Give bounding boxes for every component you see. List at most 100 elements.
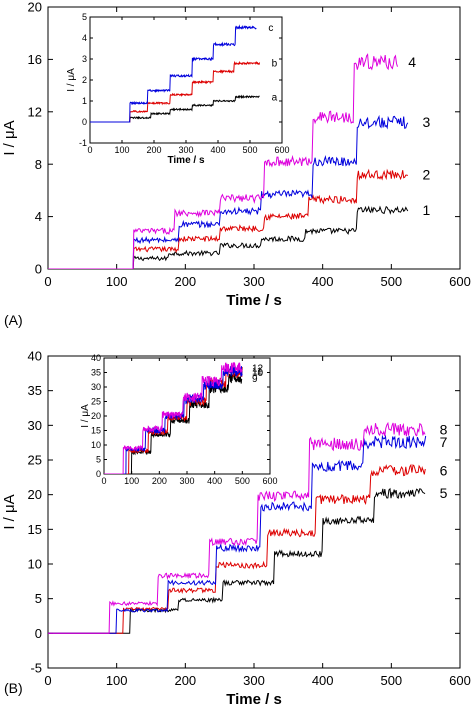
inset-series-label-a: a	[272, 92, 278, 103]
inset-y-tick-label: 30	[91, 382, 101, 392]
inset-y-tick-label: 5	[96, 455, 101, 465]
main-series-label-4: 4	[408, 54, 416, 70]
inset-y-axis-label: I / μA	[80, 404, 91, 428]
inset-series-line-11	[104, 365, 243, 474]
inset-x-tick-label: 600	[262, 476, 277, 486]
inset-series-line-b	[90, 60, 261, 123]
inset-x-tick-label: 600	[274, 145, 289, 155]
inset-series-label-c: c	[268, 23, 273, 34]
main-x-tick-label: 200	[174, 673, 196, 688]
inset-series-line-c	[90, 24, 257, 123]
main-x-tick-label: 500	[380, 274, 402, 289]
inset-y-tick-label: 0	[96, 469, 101, 479]
inset-y-tick-label: -1	[79, 138, 87, 148]
inset-x-axis-label: Time / s	[167, 155, 204, 166]
inset-y-tick-label: 1	[82, 96, 87, 106]
inset-x-tick-label: 200	[146, 145, 161, 155]
inset-series-label-9: 9	[252, 374, 258, 385]
main-y-tick-label: 4	[35, 209, 42, 224]
main-series-line-3	[48, 114, 409, 269]
main-y-tick-label: 40	[28, 349, 42, 364]
main-series-label-1: 1	[423, 202, 431, 218]
panel-label: (B)	[4, 680, 23, 696]
inset-y-tick-label: 5	[82, 12, 87, 22]
inset-chart: 0 100 200 300 400 500 600 0 5 10 15 20 25 30 35 40 I / μ…	[80, 353, 278, 486]
main-x-tick-label: 600	[449, 673, 471, 688]
inset-series-label-12: 12	[252, 364, 264, 375]
main-x-tick-label: 0	[44, 673, 51, 688]
inset-x-tick-label: 100	[124, 476, 139, 486]
main-y-axis-label: I / μA	[1, 494, 18, 529]
inset-y-tick-label: 10	[91, 440, 101, 450]
main-y-tick-label: 25	[28, 453, 42, 468]
main-x-tick-label: 100	[106, 274, 128, 289]
main-series-line-2	[48, 168, 408, 269]
inset-series-line-a	[90, 94, 260, 123]
inset-series-label-10: 10	[252, 368, 264, 379]
main-series-line-4	[48, 53, 398, 269]
main-y-tick-label: 20	[28, 0, 42, 15]
inset-y-axis-label: I / μA	[66, 68, 77, 92]
panel-label: (A)	[4, 312, 23, 328]
main-y-tick-label: 0	[35, 626, 42, 641]
main-series-label-8: 8	[440, 421, 448, 437]
main-y-tick-label: 0	[35, 262, 42, 277]
main-series-label-5: 5	[440, 485, 448, 501]
main-x-axis-label: Time / s	[226, 292, 282, 309]
inset-series-line-12	[104, 362, 243, 474]
inset-y-tick-label: 15	[91, 426, 101, 436]
main-y-tick-label: 35	[28, 383, 42, 398]
main-y-axis-label: I / μA	[1, 120, 18, 155]
main-x-tick-label: 100	[106, 673, 128, 688]
main-x-tick-label: 400	[312, 274, 334, 289]
main-series-line-5	[48, 487, 426, 634]
inset-x-tick-label: 400	[210, 145, 225, 155]
main-y-tick-label: 20	[28, 487, 42, 502]
main-x-tick-label: 400	[312, 673, 334, 688]
inset-y-tick-label: 25	[91, 397, 101, 407]
main-series-line-6	[48, 463, 426, 634]
inset-y-tick-label: 35	[91, 368, 101, 378]
inset-plot-frame	[89, 16, 283, 144]
main-series-label-2: 2	[423, 167, 431, 183]
main-y-tick-label: 15	[28, 522, 42, 537]
main-series-label-7: 7	[440, 434, 448, 450]
inset-x-tick-label: 300	[178, 145, 193, 155]
inset-x-tick-label: 400	[207, 476, 222, 486]
chart-panel-b: 0 100 200 300 400 500 600-50510152025303540Tim…	[1, 349, 471, 707]
main-y-tick-label: 5	[35, 591, 42, 606]
main-x-tick-label: 300	[243, 673, 265, 688]
inset-y-tick-label: 4	[82, 33, 87, 43]
main-y-tick-label: 16	[28, 52, 42, 67]
inset-series-label-11: 11	[252, 367, 263, 378]
inset-y-tick-label: 3	[82, 54, 87, 64]
inset-x-tick-label: 0	[101, 476, 106, 486]
main-series-line-7	[48, 434, 427, 634]
main-y-tick-label: 8	[35, 157, 42, 172]
main-y-tick-label: 10	[28, 557, 42, 572]
main-y-tick-label: 30	[28, 418, 42, 433]
inset-x-tick-label: 200	[152, 476, 167, 486]
inset-y-tick-label: 0	[82, 117, 87, 127]
main-x-tick-label: 200	[174, 274, 196, 289]
main-x-tick-label: 600	[449, 274, 471, 289]
main-x-tick-label: 500	[380, 673, 402, 688]
main-y-tick-label: -5	[30, 661, 42, 676]
main-series-label-6: 6	[440, 462, 448, 478]
inset-x-tick-label: 300	[179, 476, 194, 486]
inset-y-tick-label: 2	[82, 75, 87, 85]
inset-y-tick-label: 20	[91, 411, 101, 421]
main-x-tick-label: 300	[243, 274, 265, 289]
inset-x-tick-label: 0	[87, 145, 92, 155]
main-x-tick-label: 0	[44, 274, 51, 289]
main-series-line-8	[48, 421, 426, 634]
main-series-line-1	[48, 205, 409, 269]
inset-y-tick-label: 40	[91, 353, 101, 363]
inset-x-tick-label: 500	[235, 476, 250, 486]
main-x-axis-label: Time / s	[226, 691, 282, 707]
inset-series-label-b: b	[272, 59, 278, 70]
main-y-tick-label: 12	[28, 104, 42, 119]
